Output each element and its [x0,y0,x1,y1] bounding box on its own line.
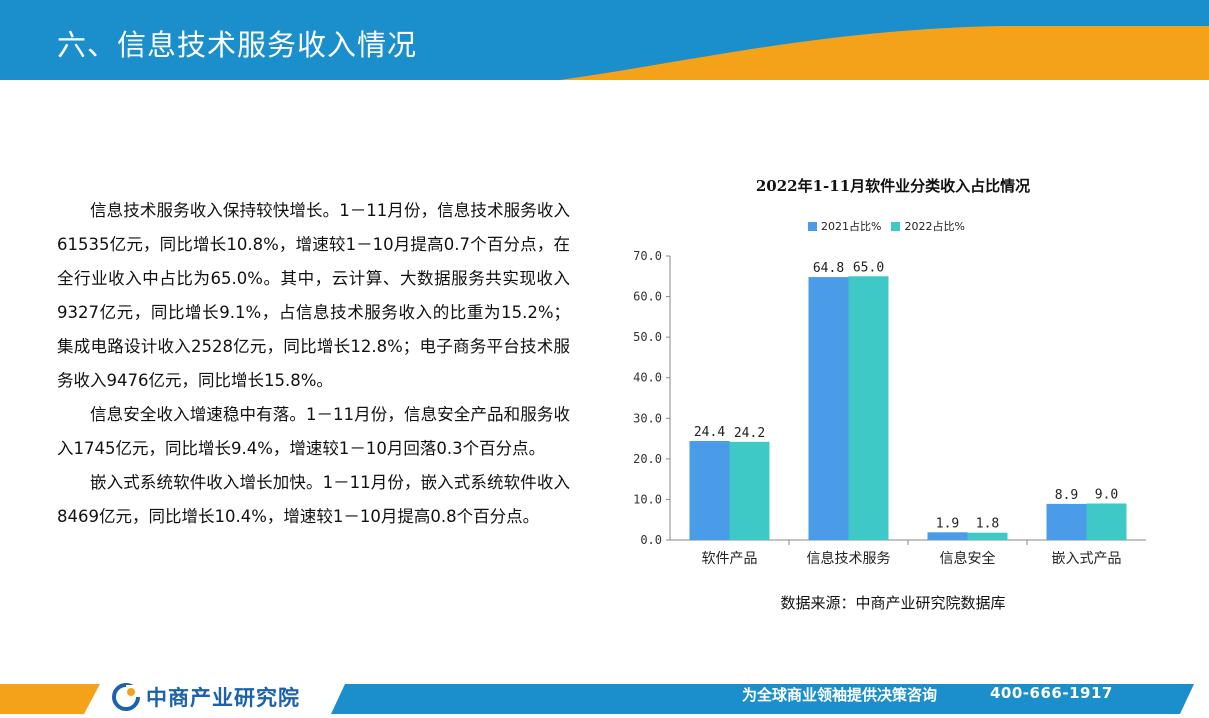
data-source: 数据来源：中商产业研究院数据库 [780,594,1006,612]
legend-swatch-2021 [808,221,817,231]
y-tick-label: 60.0 [633,290,662,304]
footer-banner [0,680,1209,718]
data-label: 64.8 [813,261,844,276]
legend-label-2021: 2021占比% [821,220,882,233]
y-tick-label: 50.0 [633,330,662,344]
bar-chart: 0.0 10.0 20.0 30.0 40.0 50.0 60.0 70.0 24.4 24.2 软… [633,249,1146,567]
x-tick-label: 嵌入式产品 [1052,551,1122,567]
x-tick-label: 软件产品 [702,551,758,567]
legend-item-2022: 2022占比% [891,218,965,234]
y-tick-label: 20.0 [633,452,662,466]
y-tick-label: 10.0 [633,492,662,506]
logo-text: 中商产业研究院 [146,686,300,710]
chart-legend: 2021占比% 2022占比% [808,218,965,234]
y-tick-label: 70.0 [633,249,662,263]
data-label: 65.0 [853,260,884,275]
paragraph-it-services: 信息技术服务收入保持较快增长。1－11月份，信息技术服务收入61535亿元，同比… [57,201,570,390]
x-tick-label: 信息技术服务 [807,550,891,567]
data-label: 1.8 [976,517,999,532]
footer-slogan: 为全球商业领袖提供决策咨询 [742,686,938,704]
bar [967,532,1008,540]
data-label: 9.0 [1095,487,1118,502]
data-label: 24.2 [734,426,765,441]
data-label: 1.9 [936,516,959,531]
data-label: 24.4 [694,425,725,440]
bar [689,441,730,540]
paragraph-embedded: 嵌入式系统软件收入增长加快。1－11月份，嵌入式系统软件收入8469亿元，同比增… [57,473,570,526]
body-text: 信息技术服务收入保持较快增长。1－11月份，信息技术服务收入61535亿元，同比… [57,194,570,534]
bar [808,277,849,540]
company-logo: 中商产业研究院 [112,682,300,712]
x-tick-label: 信息安全 [940,550,996,567]
legend-swatch-2022 [891,221,901,231]
bar [1046,503,1087,540]
chart-title: 2022年1-11月软件业分类收入占比情况 [755,177,1031,195]
legend-label-2022: 2022占比% [904,220,965,233]
data-label: 8.9 [1055,488,1078,503]
page-title: 六、信息技术服务收入情况 [57,28,418,62]
bar [1086,503,1127,540]
bar [927,532,968,540]
header-background [0,0,1209,80]
y-tick-label: 40.0 [633,371,662,385]
paragraph-security: 信息安全收入增速稳中有落。1－11月份，信息安全产品和服务收入1745亿元，同比… [57,405,570,458]
bar [729,441,770,540]
footer-phone[interactable]: 400-666-1917 [990,684,1113,702]
bar [848,276,889,540]
logo-mark-icon [112,683,140,711]
legend-item-2021: 2021占比% [808,218,881,234]
y-tick-label: 30.0 [633,411,662,425]
y-tick-label: 0.0 [640,533,662,547]
footer-background [0,684,1194,714]
header-banner: 六、信息技术服务收入情况 [0,0,1209,80]
